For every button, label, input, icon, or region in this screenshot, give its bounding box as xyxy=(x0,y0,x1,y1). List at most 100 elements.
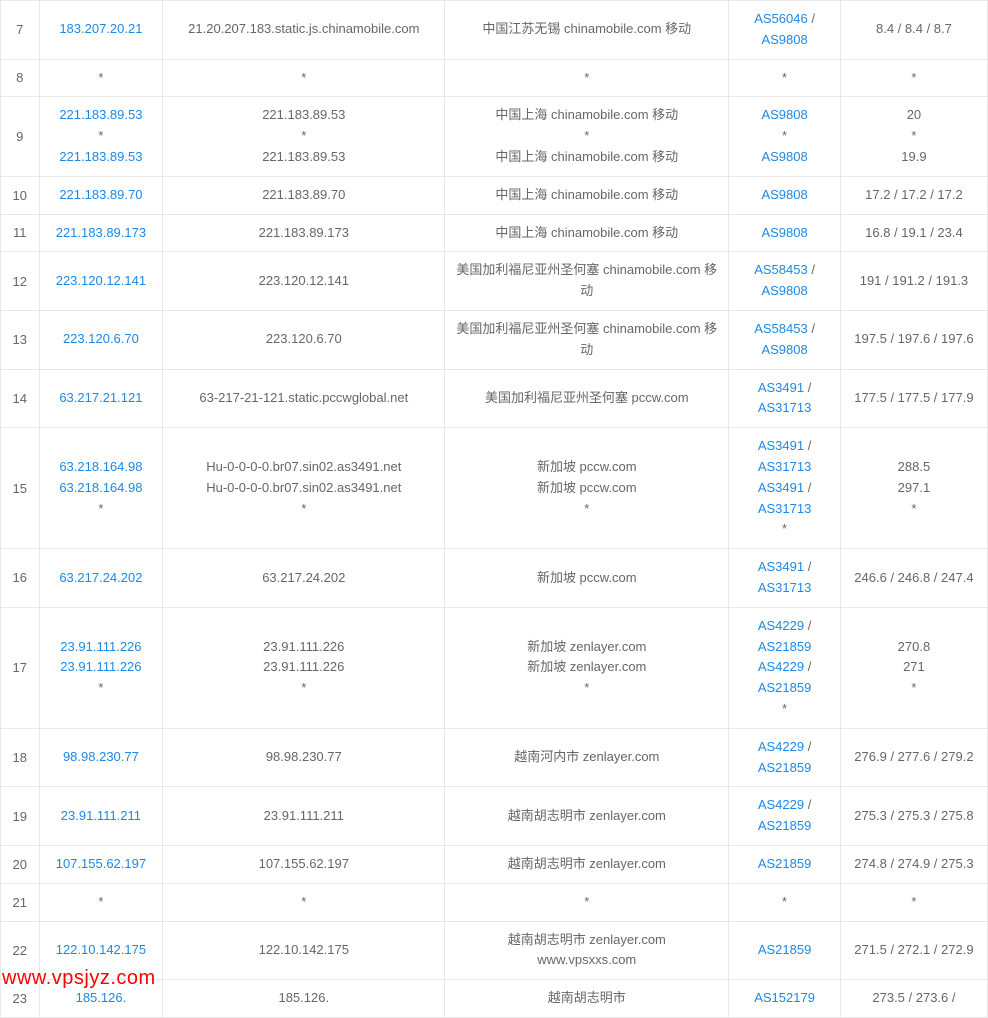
time-cell-line: 246.6 / 246.8 / 247.4 xyxy=(847,568,981,589)
location-cell-line: 越南河内市 zenlayer.com xyxy=(451,747,722,768)
ip-cell-line[interactable]: 185.126. xyxy=(46,988,157,1009)
as-cell: AS4229 / AS21859AS4229 / AS21859* xyxy=(729,607,841,728)
as-cell-line[interactable]: AS21859 xyxy=(735,854,834,875)
ip-cell-line[interactable]: 107.155.62.197 xyxy=(46,854,157,875)
as-link[interactable]: AS58453 xyxy=(754,262,808,277)
as-cell-line: AS56046 / AS9808 xyxy=(735,9,834,51)
as-link[interactable]: AS3491 xyxy=(758,380,804,395)
ip-cell-line[interactable]: 23.91.111.211 xyxy=(46,806,157,827)
table-row: 13223.120.6.70223.120.6.70美国加利福尼亚州圣何塞 ch… xyxy=(1,310,988,369)
host-cell: * xyxy=(163,59,445,97)
host-cell-line: 98.98.230.77 xyxy=(169,747,438,768)
ip-cell-line[interactable]: 23.91.111.226 xyxy=(46,657,157,678)
as-link[interactable]: AS21859 xyxy=(758,680,812,695)
time-cell-line: 197.5 / 197.6 / 197.6 xyxy=(847,329,981,350)
as-link[interactable]: AS9808 xyxy=(761,32,807,47)
as-link[interactable]: AS4229 xyxy=(758,797,804,812)
watermark-text: www.vpsjyz.com xyxy=(2,967,156,990)
ip-cell-line[interactable]: 63.217.24.202 xyxy=(46,568,157,589)
as-cell-line: AS4229 / AS21859 xyxy=(735,616,834,658)
location-cell-line: 越南胡志明市 zenlayer.com xyxy=(451,806,722,827)
as-cell: AS3491 / AS31713 xyxy=(729,369,841,428)
ip-cell-line[interactable]: 63.218.164.98 xyxy=(46,457,157,478)
as-link[interactable]: AS56046 xyxy=(754,11,808,26)
ip-cell-line[interactable]: 23.91.111.226 xyxy=(46,637,157,658)
as-link[interactable]: AS9808 xyxy=(761,342,807,357)
time-cell: 274.8 / 274.9 / 275.3 xyxy=(840,845,987,883)
as-cell-line: AS4229 / AS21859 xyxy=(735,795,834,837)
location-cell: 越南胡志明市 zenlayer.com xyxy=(445,787,729,846)
ip-cell-line[interactable]: 223.120.6.70 xyxy=(46,329,157,350)
separator-text: / xyxy=(804,797,811,812)
location-cell: 美国加利福尼亚州圣何塞 pccw.com xyxy=(445,369,729,428)
as-cell-line[interactable]: AS21859 xyxy=(735,940,834,961)
time-cell-line: 297.1 xyxy=(847,478,981,499)
as-cell-line[interactable]: AS152179 xyxy=(735,988,834,1009)
separator-text: / xyxy=(808,321,815,336)
ip-cell-line[interactable]: 183.207.20.21 xyxy=(46,19,157,40)
as-link[interactable]: AS3491 xyxy=(758,559,804,574)
location-cell: 新加坡 pccw.com新加坡 pccw.com* xyxy=(445,428,729,549)
ip-cell-line[interactable]: 63.217.21.121 xyxy=(46,388,157,409)
ip-cell-line[interactable]: 63.218.164.98 xyxy=(46,478,157,499)
host-cell: 63-217-21-121.static.pccwglobal.net xyxy=(163,369,445,428)
host-cell-line: 107.155.62.197 xyxy=(169,854,438,875)
ip-cell-line[interactable]: 221.183.89.53 xyxy=(46,105,157,126)
as-link[interactable]: AS4229 xyxy=(758,618,804,633)
ip-cell-line[interactable]: 98.98.230.77 xyxy=(46,747,157,768)
as-link[interactable]: AS21859 xyxy=(758,760,812,775)
table-row: 14 63.217.21.121 63-217-21-121.static.pccw… xyxy=(1,369,988,428)
table-row: 21***** xyxy=(1,883,988,921)
as-cell-line[interactable]: AS9808 xyxy=(735,147,834,168)
as-cell-line[interactable]: AS9808 xyxy=(735,105,834,126)
hop-cell: 14 xyxy=(1,369,40,428)
time-cell: 273.5 / 273.6 / xyxy=(840,980,987,1018)
as-cell: AS152179 xyxy=(729,980,841,1018)
as-cell-line: * xyxy=(735,699,834,720)
as-cell: AS9808 xyxy=(729,176,841,214)
as-link[interactable]: AS31713 xyxy=(758,459,812,474)
as-cell: * xyxy=(729,59,841,97)
as-link[interactable]: AS3491 xyxy=(758,438,804,453)
as-link[interactable]: AS3491 xyxy=(758,480,804,495)
as-link[interactable]: AS4229 xyxy=(758,739,804,754)
as-cell: AS56046 / AS9808 xyxy=(729,1,841,60)
ip-cell-line[interactable]: 221.183.89.173 xyxy=(46,223,157,244)
location-cell-line: 中国上海 chinamobile.com 移动 xyxy=(451,105,722,126)
as-cell-line[interactable]: AS9808 xyxy=(735,223,834,244)
as-cell: * xyxy=(729,883,841,921)
ip-cell-line[interactable]: 223.120.12.141 xyxy=(46,271,157,292)
table-row: 1563.218.164.9863.218.164.98*Hu-0-0-0-0.… xyxy=(1,428,988,549)
ip-cell: 63.217.21.121 xyxy=(39,369,163,428)
time-cell: 191 / 191.2 / 191.3 xyxy=(840,252,987,311)
as-link[interactable]: AS21859 xyxy=(758,818,812,833)
host-cell-line: 223.120.12.141 xyxy=(169,271,438,292)
time-cell-line: 276.9 / 277.6 / 279.2 xyxy=(847,747,981,768)
host-cell: Hu-0-0-0-0.br07.sin02.as3491.netHu-0-0-0… xyxy=(163,428,445,549)
time-cell-line: 274.8 / 274.9 / 275.3 xyxy=(847,854,981,875)
ip-cell-line[interactable]: 221.183.89.53 xyxy=(46,147,157,168)
as-cell-line: AS58453 / AS9808 xyxy=(735,260,834,302)
as-link[interactable]: AS9808 xyxy=(761,283,807,298)
time-cell-line: * xyxy=(847,126,981,147)
as-link[interactable]: AS4229 xyxy=(758,659,804,674)
host-cell: 221.183.89.53*221.183.89.53 xyxy=(163,97,445,176)
location-cell: 中国江苏无锡 chinamobile.com 移动 xyxy=(445,1,729,60)
hop-cell: 20 xyxy=(1,845,40,883)
location-cell-line: www.vpsxxs.com xyxy=(451,950,722,971)
as-link[interactable]: AS31713 xyxy=(758,400,812,415)
as-cell-line: * xyxy=(735,68,834,89)
hop-cell: 8 xyxy=(1,59,40,97)
time-cell: 17.2 / 17.2 / 17.2 xyxy=(840,176,987,214)
as-link[interactable]: AS31713 xyxy=(758,580,812,595)
location-cell: 越南胡志明市 xyxy=(445,980,729,1018)
ip-cell-line[interactable]: 122.10.142.175 xyxy=(46,940,157,961)
as-link[interactable]: AS31713 xyxy=(758,501,812,516)
host-cell: 122.10.142.175 xyxy=(163,921,445,980)
as-link[interactable]: AS58453 xyxy=(754,321,808,336)
as-cell-line[interactable]: AS9808 xyxy=(735,185,834,206)
ip-cell-line[interactable]: 221.183.89.70 xyxy=(46,185,157,206)
as-link[interactable]: AS21859 xyxy=(758,639,812,654)
as-cell: AS21859 xyxy=(729,845,841,883)
time-cell: 8.4 / 8.4 / 8.7 xyxy=(840,1,987,60)
